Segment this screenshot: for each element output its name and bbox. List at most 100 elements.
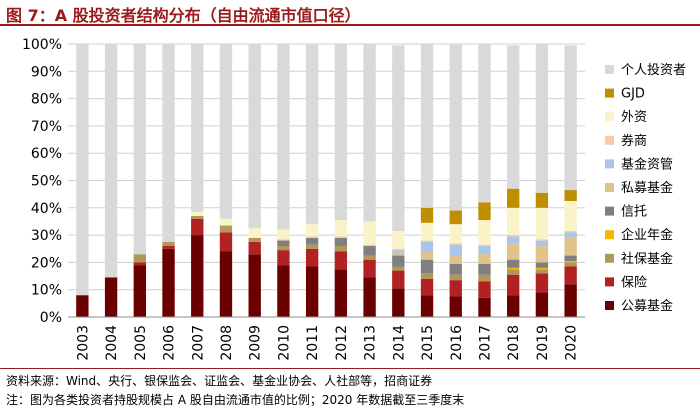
bar-segment	[219, 251, 233, 317]
legend-label: 基金资管	[621, 156, 673, 172]
bar-segment	[535, 269, 549, 274]
bar-segment	[76, 44, 89, 296]
bar-segment	[564, 231, 577, 233]
bar-segment	[420, 273, 434, 279]
bar-segment	[334, 237, 348, 247]
bar-segment	[191, 215, 204, 219]
x-tick-label: 2003	[75, 325, 91, 361]
y-tick-label: 50%	[31, 174, 62, 190]
legend-label: 券商	[621, 133, 647, 149]
y-tick-label: 100%	[22, 37, 62, 53]
bar-segment	[535, 239, 549, 241]
bar-segment	[420, 295, 434, 317]
legend-label: GJD	[621, 87, 645, 102]
legend-swatch	[605, 230, 614, 240]
legend-label: 私募基金	[621, 180, 673, 196]
bar-segment	[248, 237, 261, 242]
bar-segment	[564, 266, 577, 285]
x-tick-label: 2019	[535, 325, 551, 361]
bar-segment	[248, 254, 261, 317]
x-tick-label: 2009	[248, 325, 264, 361]
bar-segment	[363, 44, 376, 222]
bar-segment	[564, 255, 577, 262]
bar-segment	[191, 44, 204, 212]
bar-segment	[478, 297, 491, 317]
bar-segment	[392, 266, 405, 271]
legend-label: 社保基金	[621, 251, 673, 267]
bar-segment	[507, 207, 520, 236]
x-tick-label: 2016	[449, 325, 465, 361]
bar-segment	[420, 240, 434, 242]
bar-segment	[535, 262, 549, 268]
bar-segment	[420, 251, 434, 260]
bar-segment	[248, 241, 261, 255]
bar-segment	[449, 280, 462, 297]
legend-swatch	[605, 65, 614, 74]
bar-segment	[535, 192, 549, 208]
bar-segment	[507, 295, 520, 317]
x-tick-label: 2017	[477, 325, 493, 361]
x-tick-label: 2012	[334, 325, 350, 361]
source-note: 资料来源：Wind、央行、银保监会、证监会、基金业协会、人社部等，招商证券	[6, 374, 433, 388]
bar-segment	[191, 211, 204, 216]
x-tick-label: 2015	[420, 325, 436, 361]
y-tick-label: 40%	[31, 201, 62, 217]
bar-segment	[507, 267, 520, 270]
x-tick-label: 2005	[133, 325, 149, 361]
bar-segment	[564, 45, 577, 191]
legend-label: 外资	[621, 110, 647, 125]
bar-segment	[277, 246, 290, 251]
bar-segment	[420, 207, 434, 223]
bar-segment	[478, 220, 491, 245]
bar-segment	[507, 45, 520, 189]
bar-segment	[478, 244, 491, 247]
bar-segment	[420, 278, 434, 296]
bar-segment	[305, 224, 319, 237]
bar-segment	[564, 261, 577, 263]
bar-segment	[507, 274, 520, 296]
bar-segment	[219, 218, 233, 226]
y-tick-label: 30%	[31, 228, 62, 244]
bar-segment	[392, 252, 405, 256]
bar-segment	[507, 243, 520, 260]
bar-segment	[162, 246, 175, 249]
bar-segment	[392, 270, 405, 289]
footer-divider	[0, 368, 700, 369]
y-tick-label: 20%	[31, 255, 62, 271]
bar-segment	[219, 232, 233, 252]
bar-segment	[277, 239, 290, 241]
bar-segment	[420, 44, 434, 208]
bar-segment	[564, 200, 577, 232]
bar-segment	[133, 265, 146, 317]
bar-segment	[507, 236, 520, 244]
legend-label: 个人投资者	[621, 62, 686, 78]
y-tick-label: 90%	[31, 64, 62, 80]
legend-swatch	[605, 206, 614, 216]
bar-segment	[564, 237, 577, 256]
bar-segment	[363, 244, 376, 247]
bar-segment	[363, 246, 376, 256]
x-tick-label: 2018	[506, 325, 522, 361]
x-tick-label: 2010	[276, 325, 292, 361]
bar-segment	[305, 244, 319, 249]
bar-segment	[305, 248, 319, 267]
bar-segment	[507, 259, 520, 268]
bar-segment	[305, 44, 319, 225]
y-tick-label: 80%	[31, 92, 62, 108]
bar-segment	[277, 229, 290, 240]
x-tick-label: 2008	[219, 325, 235, 361]
bar-segment	[392, 45, 405, 232]
bar-segment	[564, 262, 577, 267]
bar-segment	[449, 224, 462, 244]
bar-segment	[305, 237, 319, 245]
bar-segment	[478, 263, 491, 275]
bar-segment	[507, 269, 520, 275]
bar-segment	[507, 188, 520, 208]
bar-segment	[334, 251, 348, 270]
bar-segment	[162, 241, 175, 247]
bar-segment	[305, 266, 319, 317]
x-tick-label: 2007	[190, 325, 206, 361]
bar-segment	[420, 241, 434, 252]
bar-segment	[104, 277, 118, 317]
